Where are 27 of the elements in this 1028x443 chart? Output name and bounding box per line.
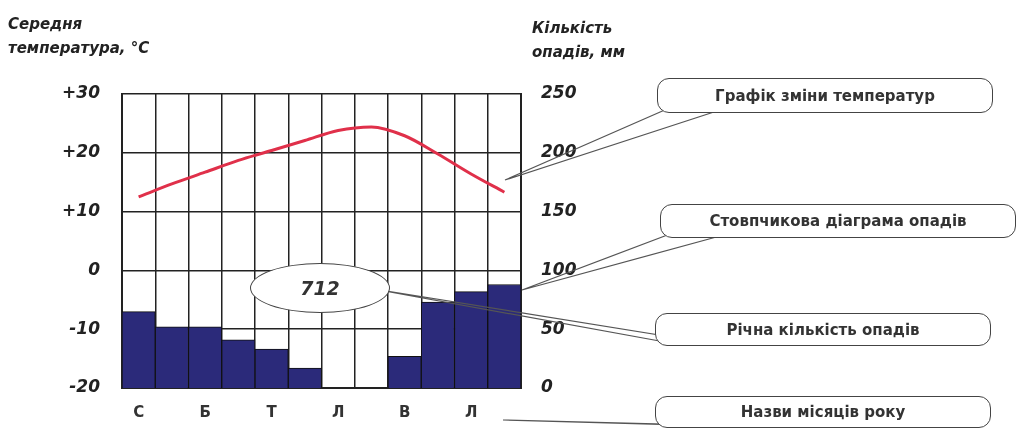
rounded-callout: Назви місяців року <box>655 396 991 428</box>
rounded-callout: Графік зміни температур <box>657 78 993 113</box>
y-tick-label: -20 <box>69 376 101 397</box>
rounded-callout: Річна кількість опадів <box>655 313 991 346</box>
x-tick-label: Л <box>331 402 345 421</box>
y2-tick-label: 150 <box>541 200 577 221</box>
x-tick-label: В <box>398 402 411 421</box>
y-tick-label: +30 <box>62 82 101 103</box>
y-tick-label: -10 <box>69 317 101 338</box>
annotation: 712 <box>300 277 340 299</box>
y2-tick-label: 250 <box>541 82 577 103</box>
y-tick-label: 0 <box>88 258 101 279</box>
x-tick-label: Т <box>266 402 278 421</box>
y-axis-title: Середня температура, °C <box>8 14 151 59</box>
rounded-callout: Стовпчикова діаграма опадів <box>660 204 1016 238</box>
line-series <box>137 125 506 199</box>
y2-tick-label: 100 <box>541 258 577 279</box>
y2-axis-title: Кількість опадів, мм <box>532 18 626 63</box>
y-tick-label: +20 <box>62 141 101 162</box>
x-tick-label: Л <box>464 402 478 421</box>
y2-tick-label: 200 <box>541 141 577 162</box>
y2-tick-label: 50 <box>541 317 565 338</box>
oval-callout: 712 <box>250 263 390 313</box>
x-tick-label: С <box>133 402 145 421</box>
y-tick-label: +10 <box>62 200 101 221</box>
y2-tick-label: 0 <box>541 376 553 397</box>
x-tick-label: Б <box>199 402 211 421</box>
